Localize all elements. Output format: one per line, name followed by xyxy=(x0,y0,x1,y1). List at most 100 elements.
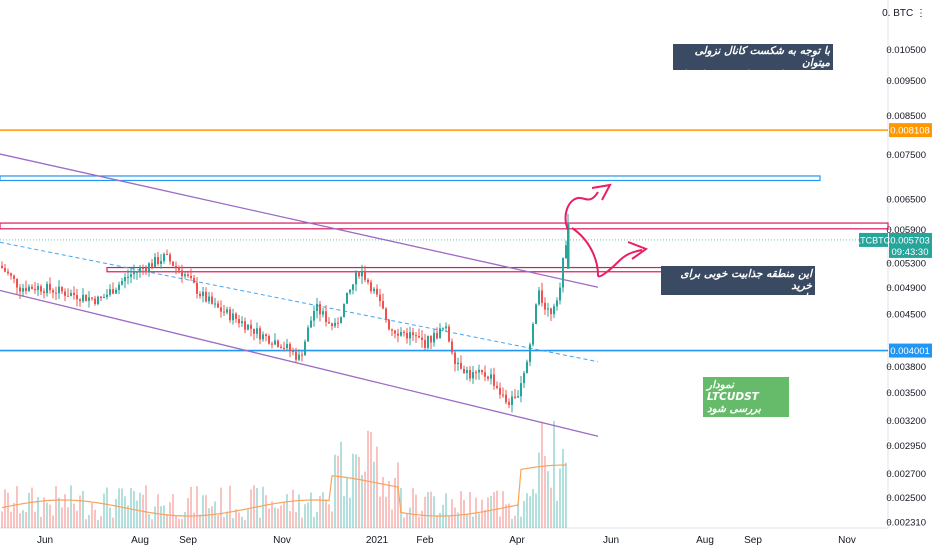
volume-bar xyxy=(115,498,117,528)
candle-body xyxy=(445,326,447,329)
candle-body xyxy=(433,332,435,343)
volume-bar xyxy=(10,511,12,528)
candle-body xyxy=(436,332,438,339)
candle-body xyxy=(567,224,570,269)
candle-body xyxy=(304,341,306,356)
arrow-up-head xyxy=(591,183,612,201)
volume-bar xyxy=(448,515,450,528)
volume-bar xyxy=(370,431,372,528)
candle-body xyxy=(28,286,30,291)
volume-bar xyxy=(445,493,447,528)
candle-body xyxy=(307,327,309,342)
candle-body xyxy=(259,328,261,340)
x-tick-label: 2021 xyxy=(366,535,389,546)
candle-body xyxy=(271,343,273,345)
volume-bar xyxy=(121,488,123,528)
candle-body xyxy=(7,271,9,274)
level-tag-1 xyxy=(889,343,932,358)
volume-bar xyxy=(484,509,486,528)
volume-bar xyxy=(346,478,348,528)
candle-body xyxy=(361,270,363,277)
volume-bar xyxy=(130,487,132,528)
candle-body xyxy=(34,288,36,291)
x-tick-label: Jun xyxy=(603,535,619,546)
volume-bar xyxy=(397,462,399,528)
volume-bar xyxy=(4,489,6,528)
volume-bar xyxy=(295,512,297,528)
candle-body xyxy=(364,270,366,280)
candle-body xyxy=(385,308,387,320)
volume-bar xyxy=(217,515,219,528)
volume-bar xyxy=(94,509,96,528)
volume-bar xyxy=(100,516,102,528)
volume-bar xyxy=(289,511,291,528)
volume-bar xyxy=(52,515,54,528)
candle-body xyxy=(382,301,384,309)
volume-bar xyxy=(505,504,507,528)
volume-bar xyxy=(160,506,162,528)
volume-bar xyxy=(205,495,207,528)
volume-bar xyxy=(340,441,342,528)
volume-bar xyxy=(268,508,270,528)
volume-bar xyxy=(67,507,69,528)
zone-0 xyxy=(0,175,821,182)
candle-body xyxy=(400,332,402,336)
volume-bar xyxy=(202,495,204,528)
candle-body xyxy=(40,286,42,292)
volume-bar xyxy=(157,494,159,528)
volume-bar xyxy=(223,516,225,528)
candle-body xyxy=(109,289,111,295)
candle-body xyxy=(166,253,168,255)
candle-body xyxy=(343,303,345,318)
candle-body xyxy=(505,394,507,403)
candle-body xyxy=(391,329,393,331)
candle-body xyxy=(520,383,522,397)
candle-body xyxy=(46,283,48,294)
volume-bar xyxy=(40,516,42,528)
zone-2 xyxy=(106,266,706,273)
volume-bar xyxy=(331,511,333,528)
candle-body xyxy=(487,376,489,379)
candle-body xyxy=(448,326,450,342)
candle-body xyxy=(235,313,237,320)
note-top-line-1: با توجه به شکست کانال نزولی میتوان xyxy=(694,45,830,69)
candle-body xyxy=(127,276,129,278)
volume-bar xyxy=(328,504,330,528)
candle-body xyxy=(376,288,378,295)
arrow-right-head xyxy=(627,241,649,260)
candle-body xyxy=(121,281,123,285)
volume-bar xyxy=(379,496,381,528)
candle-body xyxy=(349,289,351,293)
volume-bar xyxy=(559,468,561,528)
volume-bar xyxy=(517,503,519,528)
volume-bar xyxy=(523,500,525,528)
volume-bar xyxy=(262,486,264,528)
volume-bar xyxy=(247,509,249,528)
candle-body xyxy=(319,304,321,315)
candle-body xyxy=(298,354,300,360)
candle-body xyxy=(136,271,138,273)
candle-body xyxy=(490,374,492,379)
volume-bar xyxy=(394,477,396,528)
volume-bar xyxy=(529,496,531,528)
candle-body xyxy=(337,322,339,324)
candle-body xyxy=(250,324,252,329)
volume-bar xyxy=(316,511,318,528)
volume-bar xyxy=(412,488,414,528)
candle-body xyxy=(10,273,12,276)
volume-bar xyxy=(25,511,27,528)
candle-body xyxy=(238,319,240,324)
candle-body xyxy=(94,298,96,304)
volume-bar xyxy=(472,516,474,528)
candle-body xyxy=(268,336,270,344)
volume-bar xyxy=(388,481,390,528)
candle-body xyxy=(79,299,81,302)
volume-bar xyxy=(265,495,267,528)
volume-bar xyxy=(463,499,465,528)
candle-body xyxy=(244,321,246,330)
volume-bar xyxy=(547,471,549,528)
volume-bar xyxy=(238,512,240,528)
volume-bar xyxy=(184,511,186,528)
